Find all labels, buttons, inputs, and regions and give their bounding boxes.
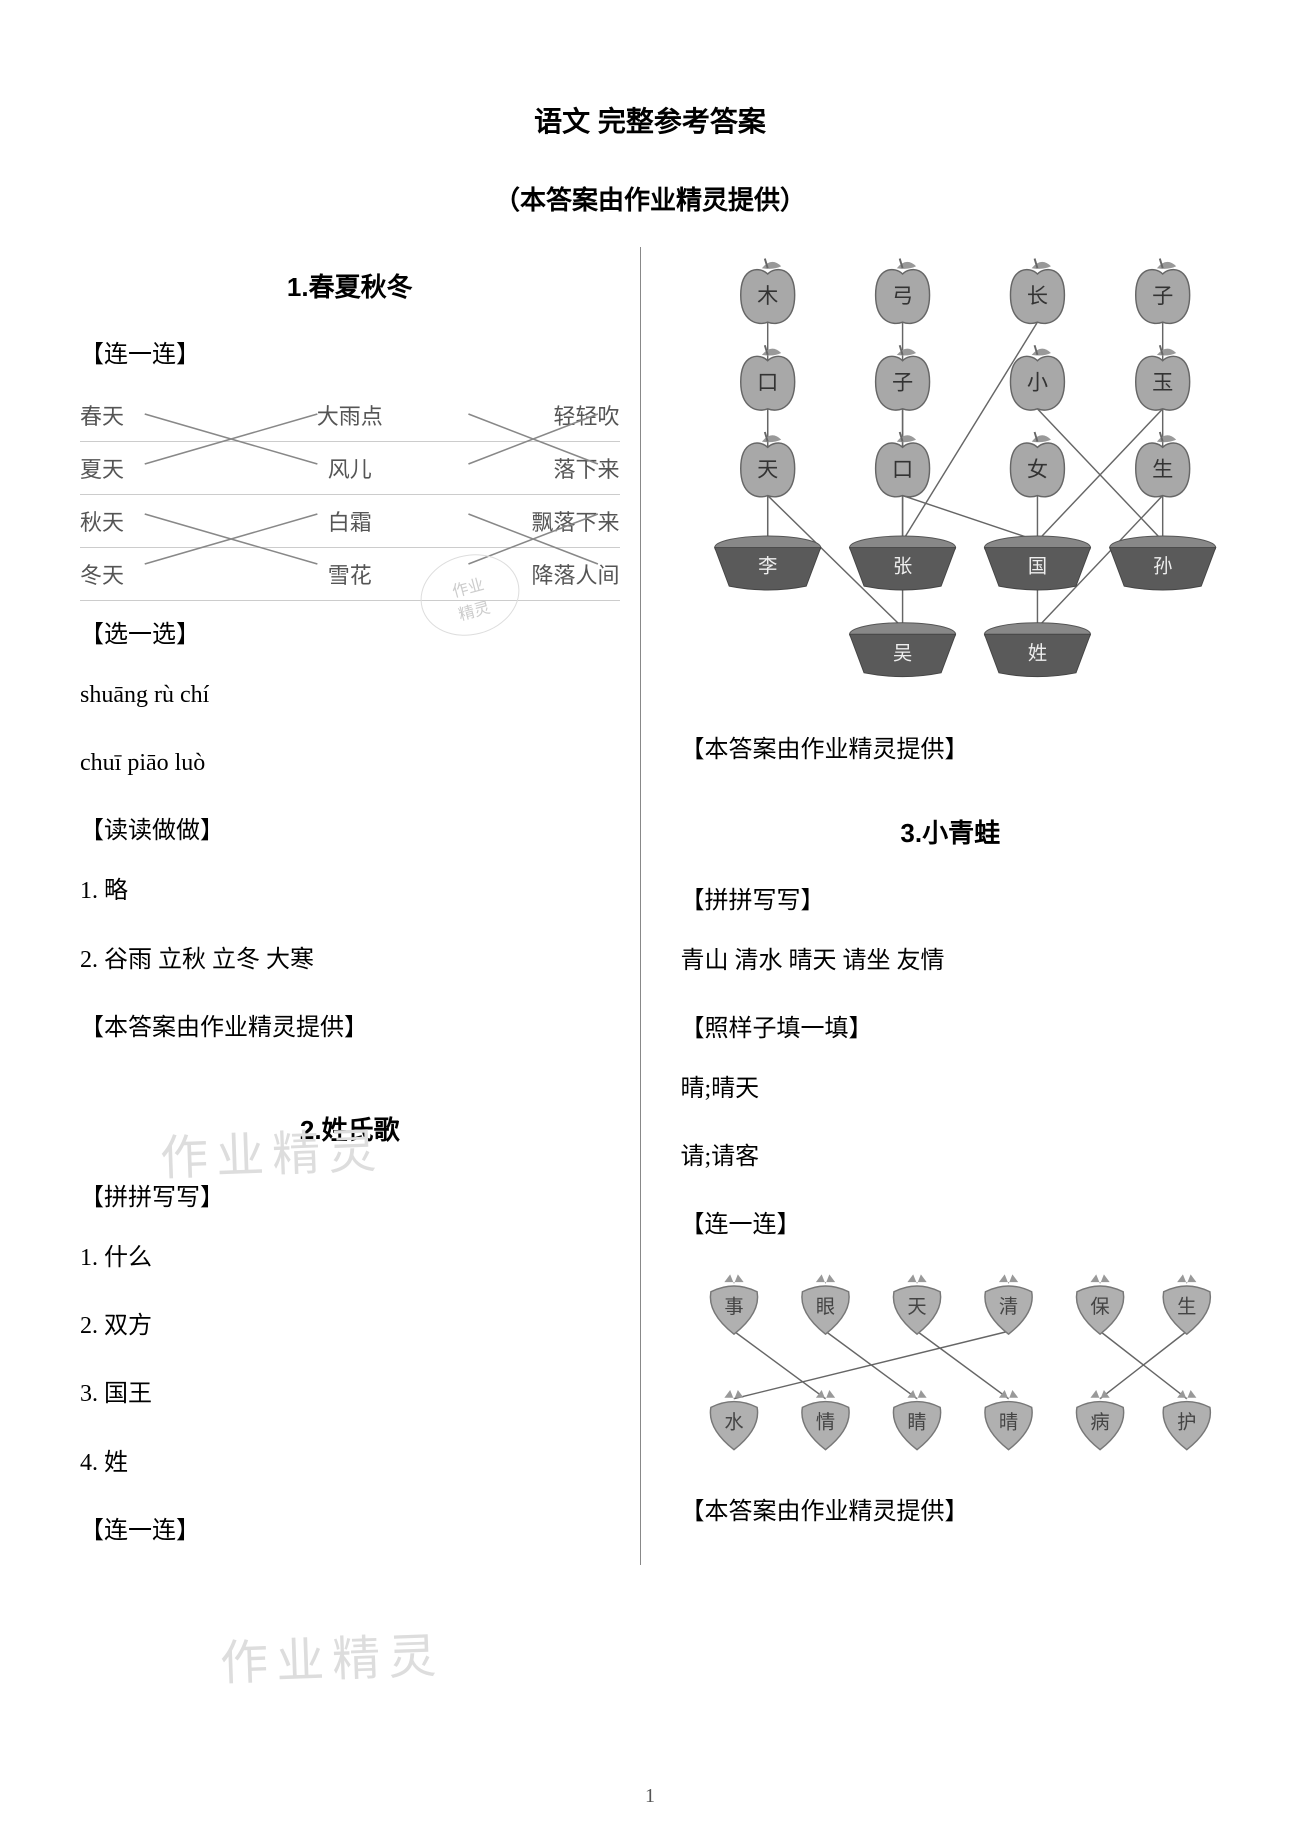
page-number: 1 xyxy=(645,1785,655,1808)
svg-text:玉: 玉 xyxy=(1152,371,1173,395)
section3-title: 3.小青蛙 xyxy=(681,813,1221,850)
svg-text:子: 子 xyxy=(1152,284,1173,308)
strawberry-diagram: 事 眼 天 清 保 生 水 情 xyxy=(681,1259,1221,1471)
svg-text:木: 木 xyxy=(757,284,778,308)
section2-h1: 【拼拼写写】 xyxy=(80,1177,620,1212)
svg-text:子: 子 xyxy=(891,371,912,395)
svg-text:生: 生 xyxy=(1152,457,1173,481)
attribution-1: 【本答案由作业精灵提供】 xyxy=(80,1007,620,1050)
svg-text:口: 口 xyxy=(891,457,912,481)
left-column: 1.春夏秋冬 【连一连】 春天 大雨点 轻轻吹 夏天 风儿 落下来 秋天 白霜 … xyxy=(80,247,641,1565)
svg-text:李: 李 xyxy=(758,556,777,578)
s3-f2: 请;请客 xyxy=(681,1136,1221,1179)
m1-c3-0: 轻轻吹 xyxy=(440,399,620,431)
section1-h1: 【连一连】 xyxy=(80,334,620,369)
svg-text:国: 国 xyxy=(1027,557,1046,578)
svg-text:情: 情 xyxy=(815,1412,834,1434)
svg-text:护: 护 xyxy=(1177,1412,1196,1434)
m1-c3-2: 飘落下来 xyxy=(440,505,620,537)
section3-h1: 【拼拼写写】 xyxy=(681,880,1221,915)
m1-c3-1: 落下来 xyxy=(440,452,620,484)
svg-text:睛: 睛 xyxy=(907,1412,926,1434)
s1-a1: 1. 略 xyxy=(80,870,620,913)
svg-text:口: 口 xyxy=(757,371,778,395)
s3-words: 青山 清水 晴天 请坐 友情 xyxy=(681,940,1221,983)
right-column: 木 弓 长 子 口 子 xyxy=(661,247,1221,1565)
s1-a2: 2. 谷雨 立秋 立冬 大寒 xyxy=(80,939,620,982)
s3-f1: 晴;晴天 xyxy=(681,1068,1221,1111)
s2-a3: 3. 国王 xyxy=(80,1373,620,1416)
s2-a4: 4. 姓 xyxy=(80,1442,620,1485)
m1-c2-3: 雪花 xyxy=(260,558,440,590)
m1-c1-3: 冬天 xyxy=(80,558,260,590)
svg-text:天: 天 xyxy=(907,1297,926,1318)
svg-text:小: 小 xyxy=(1026,371,1047,395)
m1-c1-2: 秋天 xyxy=(80,505,260,537)
sub-title: （本答案由作业精灵提供） xyxy=(80,180,1220,217)
section3-h2: 【照样子填一填】 xyxy=(681,1008,1221,1043)
svg-text:弓: 弓 xyxy=(891,284,912,308)
svg-text:孙: 孙 xyxy=(1153,556,1172,578)
svg-text:吴: 吴 xyxy=(892,643,911,664)
section2-title: 2.姓氏歌 xyxy=(80,1110,620,1147)
svg-text:长: 长 xyxy=(1026,284,1047,308)
section2-h2: 【连一连】 xyxy=(80,1510,620,1545)
s2-a1: 1. 什么 xyxy=(80,1237,620,1280)
attribution-3: 【本答案由作业精灵提供】 xyxy=(681,1491,1221,1534)
section1-title: 1.春夏秋冬 xyxy=(80,267,620,304)
svg-text:保: 保 xyxy=(1090,1296,1109,1318)
m1-c1-0: 春天 xyxy=(80,399,260,431)
section1-h2: 【选一选】 xyxy=(80,614,620,649)
svg-text:病: 病 xyxy=(1090,1412,1109,1434)
section1-h3: 【读读做做】 xyxy=(80,810,620,845)
svg-text:晴: 晴 xyxy=(998,1412,1017,1434)
main-title: 语文 完整参考答案 xyxy=(80,100,1220,140)
pinyin-line-1: shuāng rù chí xyxy=(80,674,620,717)
svg-text:姓: 姓 xyxy=(1027,642,1046,664)
svg-text:女: 女 xyxy=(1026,457,1047,481)
m1-c1-1: 夏天 xyxy=(80,452,260,484)
m1-c2-0: 大雨点 xyxy=(260,399,440,431)
m1-c2-2: 白霜 xyxy=(260,505,440,537)
watermark-2: 作业精灵 xyxy=(219,1616,445,1694)
attribution-2: 【本答案由作业精灵提供】 xyxy=(681,729,1221,772)
section3-h3: 【连一连】 xyxy=(681,1204,1221,1239)
s2-a2: 2. 双方 xyxy=(80,1305,620,1348)
pinyin-line-2: chuī piāo luò xyxy=(80,742,620,785)
svg-text:天: 天 xyxy=(757,457,778,481)
svg-text:清: 清 xyxy=(998,1296,1017,1318)
matching-table-1: 春天 大雨点 轻轻吹 夏天 风儿 落下来 秋天 白霜 飘落下来 冬天 雪花 降落… xyxy=(80,389,620,589)
m1-c2-1: 风儿 xyxy=(260,452,440,484)
svg-text:水: 水 xyxy=(724,1412,743,1434)
svg-text:事: 事 xyxy=(724,1296,743,1318)
svg-text:生: 生 xyxy=(1177,1296,1196,1318)
apple-basket-diagram: 木 弓 长 子 口 子 xyxy=(681,247,1221,709)
svg-text:张: 张 xyxy=(892,556,911,578)
svg-text:眼: 眼 xyxy=(815,1297,834,1318)
